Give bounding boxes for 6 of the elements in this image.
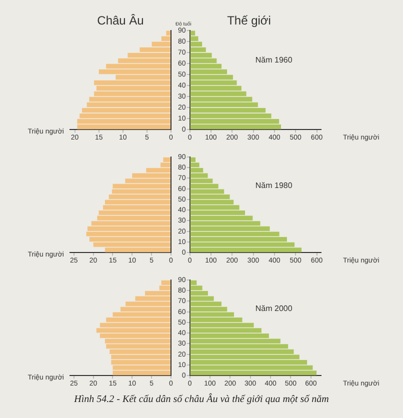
chart-title: Châu Âu (97, 14, 144, 28)
text: Năm 1980 (255, 180, 293, 190)
chart-title: Thế giới (227, 14, 271, 28)
text: Năm 1960 (255, 55, 293, 64)
text: Hình 54.2 - Kết cấu dân số châu Âu và thế giới qua một số năm (73, 394, 330, 405)
text: Năm 2000 (255, 304, 293, 313)
